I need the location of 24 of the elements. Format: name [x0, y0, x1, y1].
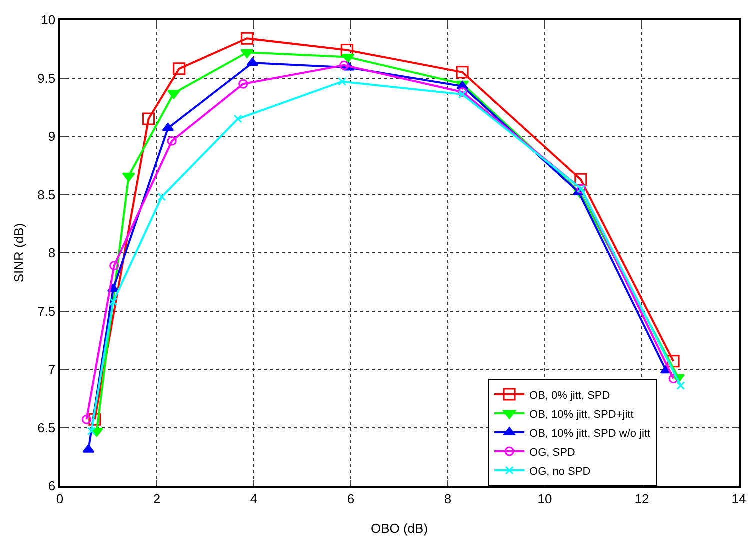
legend-label: OB, 10% jitt, SPD w/o jitt: [530, 428, 651, 440]
y-tick-label: 8.5: [38, 187, 56, 202]
legend-label: OG, no SPD: [530, 466, 591, 478]
x-tick-label: 0: [56, 491, 64, 506]
y-tick-label: 9: [48, 129, 56, 144]
x-tick-label: 4: [250, 491, 258, 506]
y-tick-label: 7.5: [38, 304, 56, 319]
y-axis-title: SINR (dB): [12, 223, 26, 283]
x-tick-label: 12: [634, 491, 650, 506]
x-tick-label: 14: [732, 491, 746, 506]
y-tick-label: 8: [48, 246, 56, 261]
x-tick-label: 6: [347, 491, 355, 506]
y-tick-label: 6.5: [38, 420, 56, 436]
legend-label: OG, SPD: [530, 446, 576, 459]
y-tick-label: 6: [48, 478, 56, 494]
legend-label: OB, 0% jitt, SPD: [530, 390, 610, 402]
y-tick-label: 9.5: [38, 70, 56, 86]
y-tick-label: 7: [48, 362, 56, 378]
legend-label: OB, 10% jitt, SPD+jitt: [530, 408, 634, 421]
y-tick-label: 10: [41, 12, 56, 28]
x-tick-label: 2: [153, 491, 161, 506]
x-tick-label: 10: [538, 491, 552, 506]
x-tick-label: 8: [444, 491, 452, 506]
x-axis-title: OBO (dB): [370, 521, 428, 536]
